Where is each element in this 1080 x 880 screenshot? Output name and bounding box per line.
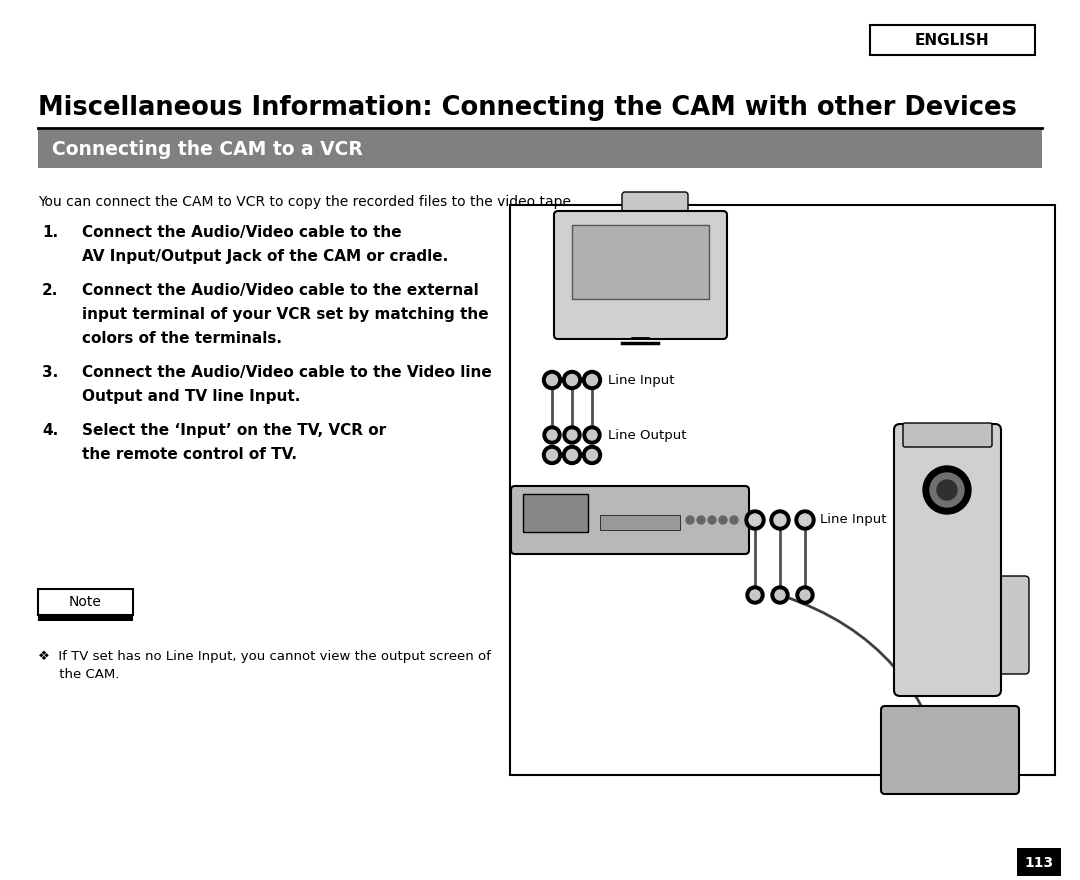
FancyBboxPatch shape (991, 576, 1029, 674)
Circle shape (795, 510, 815, 530)
Circle shape (686, 516, 694, 524)
Text: Output and TV line Input.: Output and TV line Input. (82, 389, 300, 404)
Circle shape (775, 590, 785, 600)
Circle shape (542, 370, 562, 390)
Text: Line Output: Line Output (608, 429, 687, 442)
FancyBboxPatch shape (622, 192, 688, 228)
Circle shape (719, 516, 727, 524)
Circle shape (563, 370, 581, 390)
Text: ENGLISH: ENGLISH (915, 33, 989, 48)
Circle shape (800, 590, 810, 600)
Circle shape (567, 375, 578, 385)
Text: 3.: 3. (42, 365, 58, 380)
Text: Connect the Audio/Video cable to the Video line: Connect the Audio/Video cable to the Vid… (82, 365, 491, 380)
Text: Connect the Audio/Video cable to the external: Connect the Audio/Video cable to the ext… (82, 283, 478, 298)
Circle shape (730, 516, 738, 524)
Text: Connect the Audio/Video cable to the: Connect the Audio/Video cable to the (82, 225, 402, 240)
Circle shape (563, 445, 581, 465)
Circle shape (930, 473, 964, 507)
FancyBboxPatch shape (881, 706, 1020, 794)
Circle shape (923, 466, 971, 514)
Text: You can connect the CAM to VCR to copy the recorded files to the video tape.: You can connect the CAM to VCR to copy t… (38, 195, 576, 209)
Text: 1.: 1. (42, 225, 58, 240)
Bar (38, 614, 133, 621)
Circle shape (588, 430, 597, 440)
Bar (870, 25, 1035, 55)
Circle shape (708, 516, 716, 524)
Text: AV Input/Output Jack of the CAM or cradle.: AV Input/Output Jack of the CAM or cradl… (82, 249, 448, 264)
Circle shape (796, 586, 814, 604)
Circle shape (563, 426, 581, 444)
Circle shape (543, 426, 561, 444)
Circle shape (546, 430, 557, 440)
FancyBboxPatch shape (554, 211, 727, 339)
Circle shape (546, 450, 557, 460)
FancyBboxPatch shape (894, 424, 1001, 696)
Bar (38, 589, 133, 615)
Circle shape (770, 510, 789, 530)
Circle shape (546, 375, 557, 385)
Circle shape (774, 514, 786, 526)
Circle shape (586, 375, 597, 385)
Text: 2.: 2. (42, 283, 58, 298)
Circle shape (567, 450, 578, 460)
Circle shape (750, 590, 760, 600)
Circle shape (582, 370, 602, 390)
Text: the remote control of TV.: the remote control of TV. (82, 447, 297, 462)
Circle shape (586, 450, 597, 460)
Bar (1017, 848, 1061, 876)
Circle shape (750, 514, 761, 526)
Text: Miscellaneous Information: Connecting the CAM with other Devices: Miscellaneous Information: Connecting th… (38, 95, 1017, 121)
Text: ❖  If TV set has no Line Input, you cannot view the output screen of: ❖ If TV set has no Line Input, you canno… (38, 650, 491, 663)
Text: Select the ‘Input’ on the TV, VCR or: Select the ‘Input’ on the TV, VCR or (82, 423, 387, 438)
Circle shape (583, 426, 600, 444)
Text: Line Input: Line Input (820, 514, 887, 526)
FancyBboxPatch shape (903, 423, 993, 447)
Text: input terminal of your VCR set by matching the: input terminal of your VCR set by matchi… (82, 307, 488, 322)
Text: Connecting the CAM to a VCR: Connecting the CAM to a VCR (52, 140, 363, 158)
Circle shape (771, 586, 789, 604)
Bar (600, 515, 680, 530)
Text: Line Input: Line Input (608, 373, 675, 386)
Text: the CAM.: the CAM. (38, 668, 120, 681)
Circle shape (799, 514, 811, 526)
Circle shape (937, 480, 957, 500)
Circle shape (582, 445, 602, 465)
Bar (523, 494, 588, 532)
Bar (38, 130, 1042, 168)
Text: colors of the terminals.: colors of the terminals. (82, 331, 282, 346)
Circle shape (542, 445, 562, 465)
Bar (572, 225, 708, 299)
Circle shape (697, 516, 705, 524)
Bar (510, 205, 1055, 775)
FancyBboxPatch shape (511, 486, 750, 554)
Circle shape (567, 430, 577, 440)
Text: 113: 113 (1025, 856, 1054, 870)
Text: Note: Note (68, 595, 102, 609)
Circle shape (746, 586, 764, 604)
Text: 4.: 4. (42, 423, 58, 438)
Circle shape (745, 510, 765, 530)
